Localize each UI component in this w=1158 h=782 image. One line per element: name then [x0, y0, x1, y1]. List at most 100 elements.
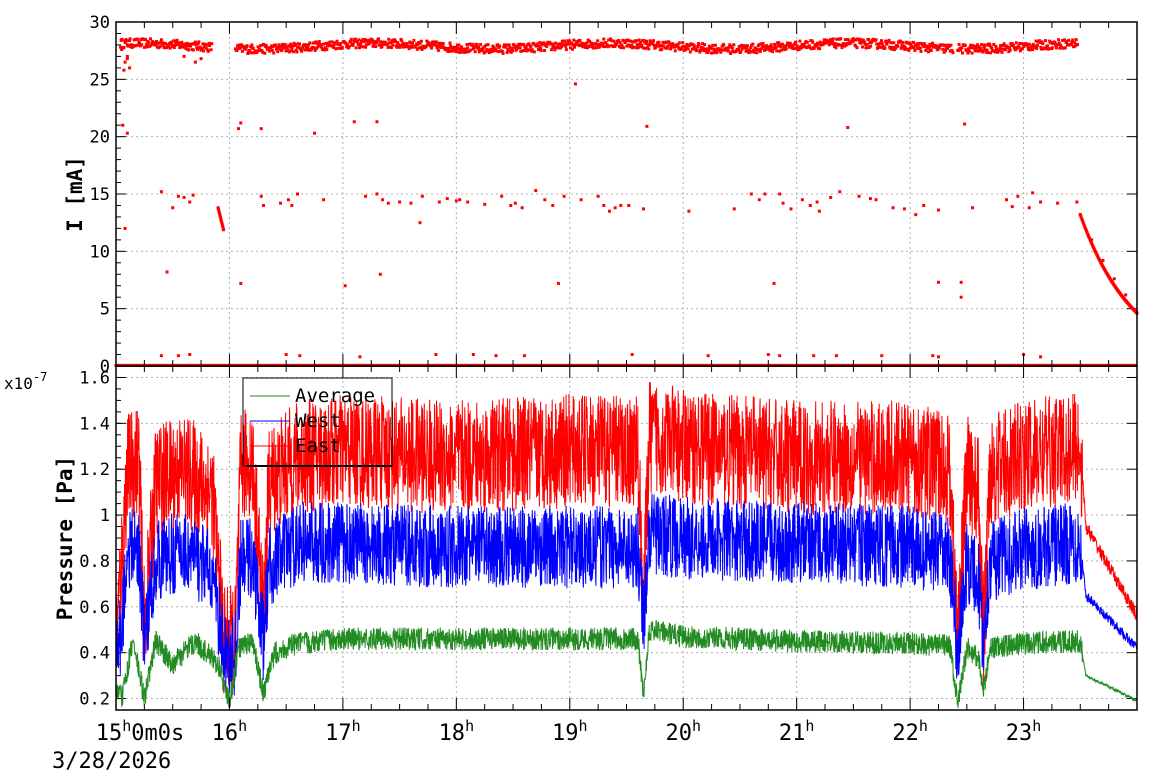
data-point	[946, 46, 950, 50]
data-point	[584, 43, 588, 47]
data-point	[874, 198, 878, 202]
data-point	[477, 45, 481, 49]
data-point	[880, 354, 884, 358]
data-point	[1018, 42, 1022, 46]
data-point	[217, 209, 221, 213]
data-point	[1089, 240, 1093, 244]
data-point	[1039, 355, 1043, 359]
data-point	[352, 120, 356, 124]
data-point	[218, 213, 222, 217]
data-point	[937, 46, 941, 50]
data-point	[530, 49, 534, 53]
data-point	[375, 120, 379, 124]
data-point	[835, 37, 839, 41]
data-point	[950, 49, 954, 53]
data-point	[278, 201, 282, 205]
data-point	[726, 49, 730, 53]
data-point	[641, 46, 645, 50]
data-point	[1047, 47, 1051, 51]
y-tick-label: 1.6	[79, 368, 110, 388]
x-tick-hour: 22	[892, 721, 919, 746]
x-tick-label: 17h	[325, 717, 361, 746]
series-line-average	[115, 619, 1138, 709]
data-point	[313, 131, 317, 135]
data-point	[846, 38, 850, 42]
data-point	[357, 38, 361, 42]
data-point	[963, 122, 967, 126]
data-point	[668, 43, 672, 47]
data-point	[460, 45, 464, 49]
data-point	[501, 51, 505, 55]
data-point	[818, 40, 822, 44]
data-point	[739, 43, 743, 47]
data-point	[786, 41, 790, 45]
data-point	[1084, 229, 1088, 233]
data-point	[1078, 213, 1082, 217]
data-point	[349, 37, 353, 41]
data-point	[779, 48, 783, 52]
data-point	[291, 44, 295, 48]
data-point	[778, 192, 782, 196]
data-point	[557, 42, 561, 46]
data-point	[935, 44, 939, 48]
data-point	[361, 38, 365, 42]
data-point	[249, 51, 253, 55]
data-point	[296, 192, 300, 196]
data-point	[325, 48, 329, 52]
data-point	[900, 44, 904, 48]
data-point	[345, 43, 349, 47]
data-point	[609, 37, 613, 41]
data-point	[142, 45, 146, 49]
data-point	[1037, 39, 1041, 43]
data-point	[1001, 47, 1005, 51]
data-point	[688, 43, 692, 47]
data-point	[464, 50, 468, 54]
data-point	[865, 43, 869, 47]
data-point	[1038, 40, 1042, 44]
data-point	[713, 43, 717, 47]
data-point	[1082, 222, 1086, 226]
data-point	[122, 68, 126, 72]
data-point	[1071, 38, 1075, 42]
data-point	[784, 45, 788, 49]
data-point	[912, 46, 916, 50]
data-point	[889, 41, 893, 45]
y-axis-title-pressure: Pressure [Pa]	[53, 456, 77, 620]
data-point	[799, 46, 803, 50]
data-point	[1083, 225, 1087, 229]
data-point	[383, 40, 387, 44]
data-point	[419, 46, 423, 50]
data-point	[347, 44, 351, 48]
data-point	[338, 41, 342, 45]
data-point	[559, 42, 563, 46]
data-point	[306, 43, 310, 47]
data-point	[412, 38, 416, 42]
y-tick-label: 5	[100, 300, 110, 320]
data-point	[447, 49, 451, 53]
data-point	[510, 47, 514, 51]
data-point	[123, 60, 127, 64]
data-point	[927, 45, 931, 49]
x-tick-label: 22h	[892, 717, 928, 746]
data-point	[545, 44, 549, 48]
data-point	[999, 44, 1003, 48]
data-point	[854, 44, 858, 48]
data-point	[319, 43, 323, 47]
data-point	[505, 51, 509, 55]
data-point	[145, 45, 149, 49]
data-point	[591, 44, 595, 48]
data-point	[429, 42, 433, 46]
data-point	[880, 42, 884, 46]
data-point	[193, 40, 197, 44]
data-point	[1010, 42, 1014, 46]
data-point	[596, 39, 600, 43]
data-point	[240, 49, 244, 53]
data-point	[400, 39, 404, 43]
data-point	[919, 49, 923, 53]
data-point	[507, 49, 511, 53]
data-point	[580, 41, 584, 45]
data-point	[713, 50, 717, 54]
data-point	[931, 41, 935, 45]
data-point	[830, 42, 834, 46]
data-point	[347, 46, 351, 50]
